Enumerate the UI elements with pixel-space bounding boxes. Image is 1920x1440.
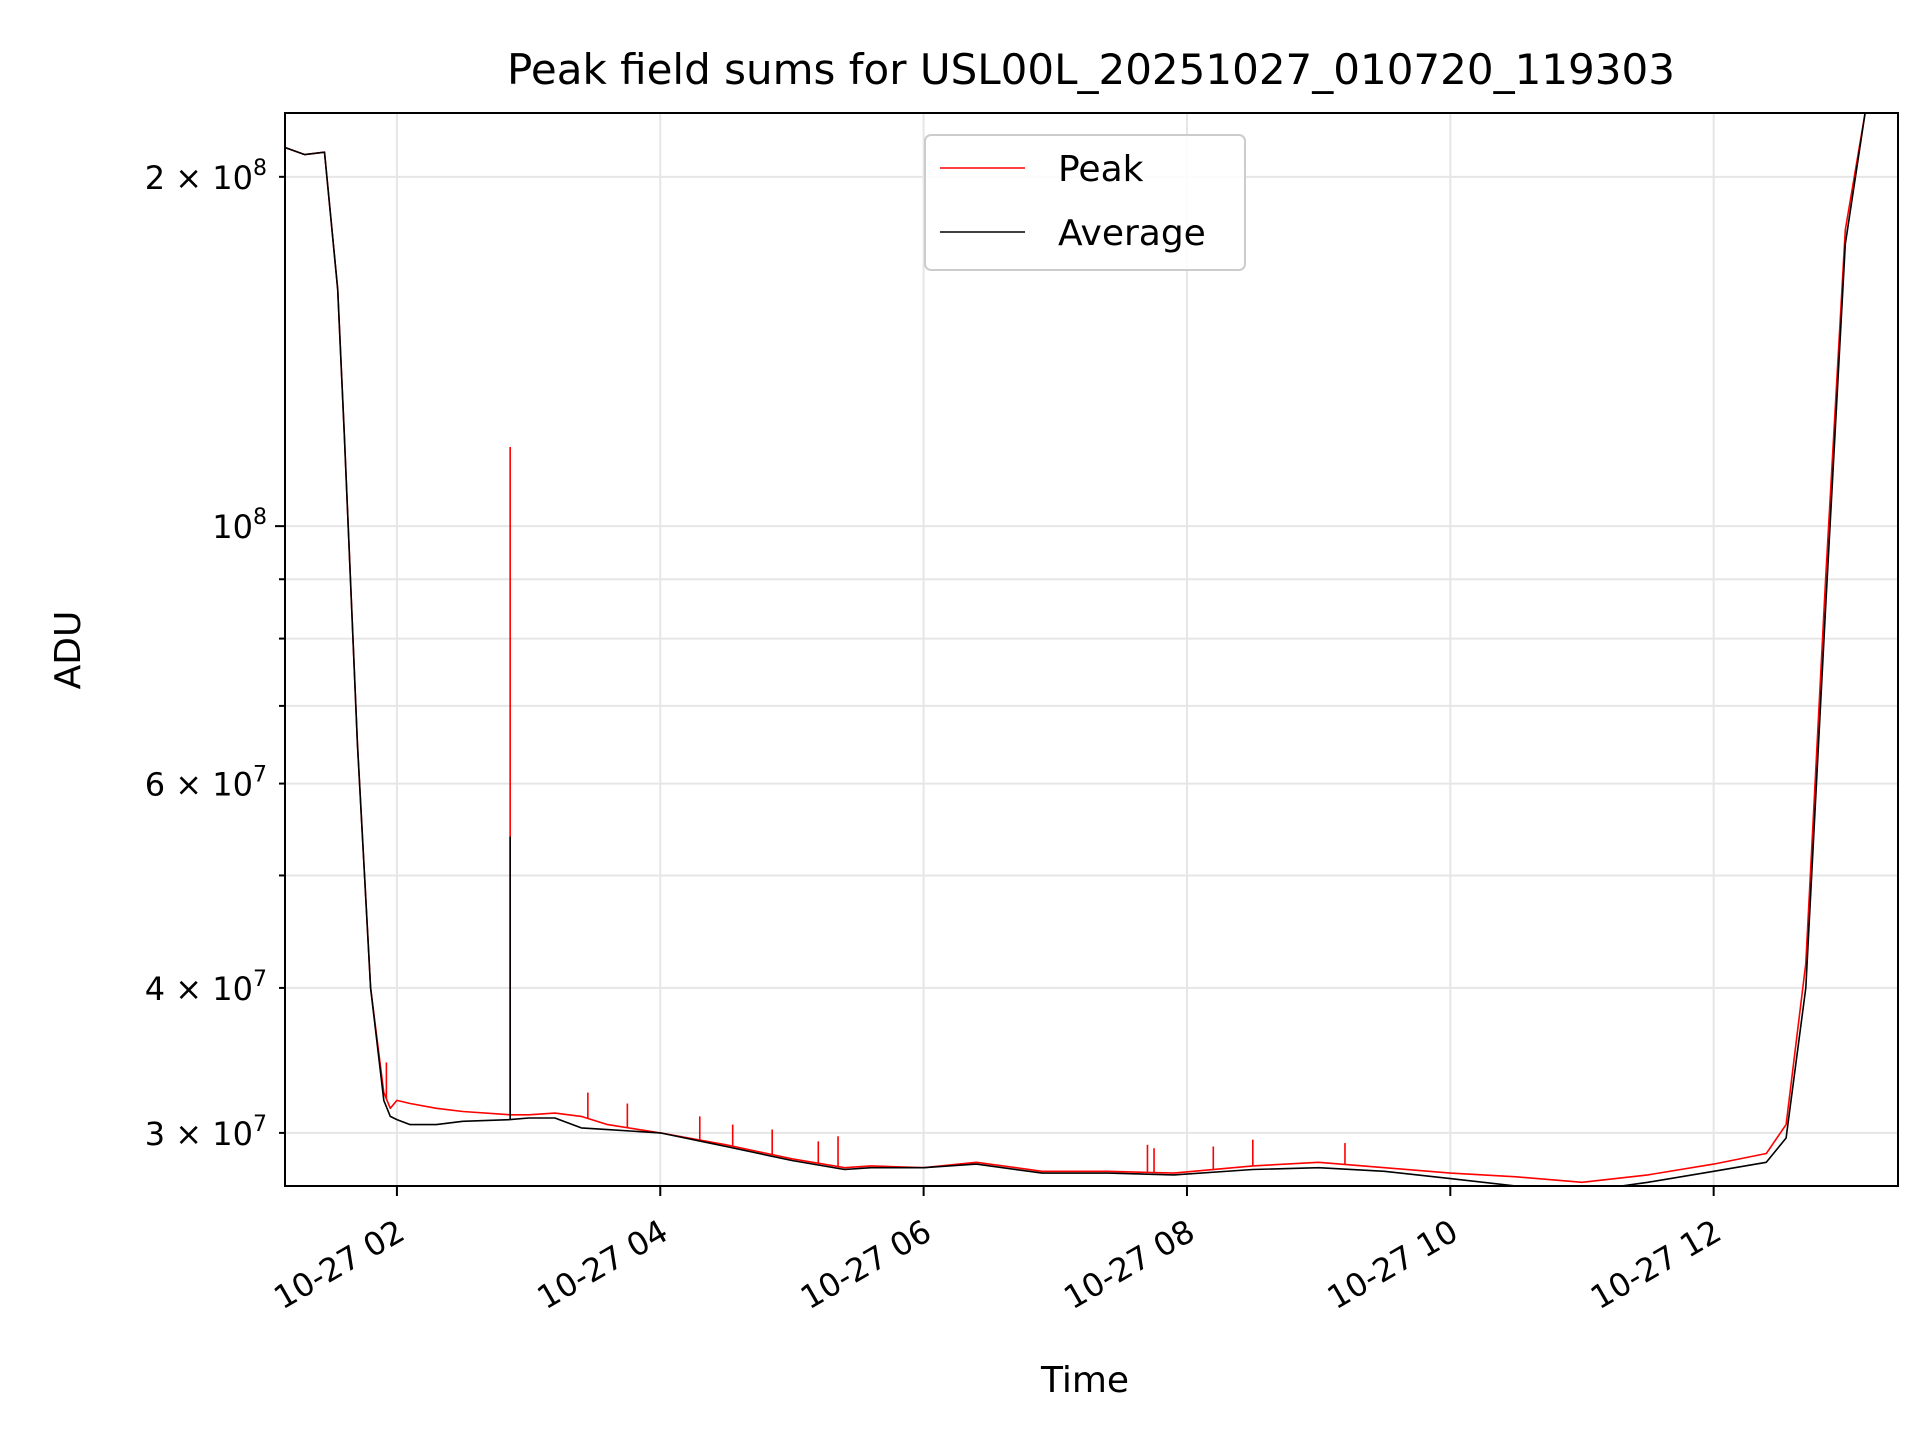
x-tick-label: 10-27 10 — [1321, 1212, 1465, 1317]
y-tick-label: 108 — [212, 505, 267, 546]
x-tick-label: 10-27 04 — [531, 1212, 675, 1317]
chart-title: Peak field sums for USL00L_20251027_0107… — [507, 45, 1675, 94]
axis-layer: 10-27 02 10-27 04 10-27 06 10-27 08 10-27 10… — [145, 156, 1728, 1317]
x-tick-label: 10-27 08 — [1057, 1212, 1201, 1317]
x-axis-label: Time — [1040, 1360, 1129, 1401]
x-tick-label: 10-27 06 — [794, 1212, 938, 1317]
legend: Peak Average — [924, 134, 1246, 271]
y-tick-label: 2 × 108 — [145, 156, 267, 197]
series-layer — [285, 113, 1898, 1186]
legend-average-label: Average — [1058, 213, 1206, 254]
y-tick-label: 6 × 107 — [145, 763, 267, 804]
grid-layer — [285, 113, 1898, 1186]
series-line-average — [285, 113, 1898, 1186]
plot-frame — [284, 112, 1899, 1187]
y-tick-label: 3 × 107 — [145, 1112, 267, 1153]
legend-peak-label: Peak — [1058, 149, 1144, 190]
x-tick-label: 10-27 12 — [1584, 1212, 1728, 1317]
series-line-peak — [285, 113, 1898, 1184]
y-axis-label: ADU — [48, 611, 89, 690]
x-tick-label: 10-27 02 — [267, 1212, 411, 1317]
y-tick-label: 4 × 107 — [145, 967, 267, 1008]
